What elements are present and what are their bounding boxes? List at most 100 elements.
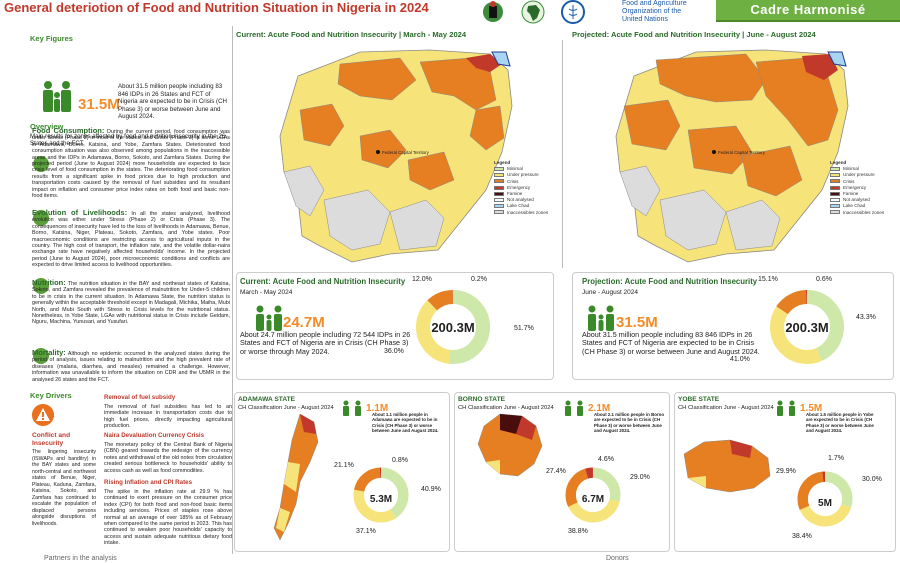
current-map-city-label: Federal Capital Territory	[382, 150, 430, 155]
food-consumption-icon	[33, 156, 49, 172]
yobe-donut-chart	[797, 471, 853, 527]
projected-map-title: Projected: Acute Food and Nutrition Inse…	[572, 30, 816, 39]
adamawa-value: 1.1M	[366, 403, 389, 414]
donut-slice	[797, 471, 853, 527]
current-panel-title: Current: Acute Food and Nutrition Insecu…	[240, 277, 406, 286]
page-title: General deteriotion of Food and Nutritio…	[4, 0, 429, 15]
donut-slice	[797, 471, 853, 527]
borno-total: 6.7M	[581, 494, 605, 505]
conflict-text: The lingering insecurity (ISWAPs and ban…	[32, 449, 96, 527]
driver-fuel-subsidy-title: Removal of fuel subsidy	[104, 394, 176, 401]
adamawa-text: About 1.1 million people in Adamawa are …	[372, 412, 439, 433]
legend-item: Crisis	[830, 179, 884, 185]
projection-text: About 31.5 million people including 83 8…	[582, 330, 760, 356]
current-pct-4: 36.0%	[384, 348, 404, 355]
cadre-harmonise-banner: Cadre Harmonisé	[716, 0, 900, 22]
map-divider	[562, 40, 563, 268]
overview-intro: Main results for zones affected by food …	[30, 133, 226, 148]
adamawa-pct-3: 40.9%	[421, 486, 441, 493]
borno-pct-4: 38.8%	[568, 528, 588, 535]
borno-value: 2.1M	[588, 403, 611, 414]
yobe-pct-2: 1.7%	[828, 455, 844, 462]
adamawa-total: 5.3M	[369, 494, 393, 505]
fao-logo-icon	[561, 0, 585, 24]
borno-text: About 2.1 million people in Borno are ex…	[594, 412, 665, 433]
projection-value: 31.5M	[616, 314, 658, 331]
legend-item: Under pressure	[830, 172, 884, 178]
legend-item: Emergency	[494, 185, 548, 191]
yobe-pct-3: 30.0%	[862, 476, 882, 483]
driver-fuel-subsidy: Removal of fuel subsidy The removal of f…	[104, 394, 232, 430]
nutrition-lead: Nutrition:	[32, 278, 66, 287]
column-divider	[232, 26, 233, 554]
food-consumption-text: During the current period, food consumpt…	[32, 129, 230, 200]
legend-item: Not analysed	[830, 197, 884, 203]
driver-naira-text: The monetary policy of the Central Bank …	[104, 442, 232, 474]
driver-naira-devaluation: Naira Devaluation Currency Crisis The mo…	[104, 432, 232, 474]
footer-donors: Donors	[606, 555, 629, 562]
yobe-total: 5M	[818, 498, 832, 509]
projected-map-city-label: Federal Capital Territory	[718, 150, 766, 155]
key-figure-value: 31.5M	[78, 96, 120, 113]
mortality-icon	[33, 348, 49, 364]
current-text: About 24.7 million people including 72 5…	[240, 330, 411, 356]
adamawa-pct-4: 37.1%	[356, 528, 376, 535]
driver-inflation-text: The spike in the inflation rate at 29.9 …	[104, 489, 232, 547]
yobe-people-icon	[777, 400, 795, 416]
current-donut-chart	[416, 290, 490, 364]
projection-total: 200.3M	[785, 320, 829, 335]
nutrition-text: The nutrition situation in the BAY and n…	[32, 281, 231, 326]
current-pct-2: 0.2%	[471, 276, 487, 283]
legend-item: Inaccessibles zones	[830, 210, 884, 216]
projection-people-icon	[588, 305, 614, 331]
current-pct-1: 12.0%	[412, 276, 432, 283]
legend-item: Under pressure	[494, 172, 548, 178]
food-consumption-lead: Food Consumption:	[32, 126, 105, 135]
adamawa-title: ADAMAWA STATE	[238, 396, 296, 403]
borno-panel	[454, 392, 670, 552]
nutrition-paragraph: Nutrition: The nutrition situation in th…	[32, 278, 231, 326]
legend-item: Minimal	[830, 166, 884, 172]
donut-slice	[797, 471, 853, 527]
legend-item: Famine	[494, 191, 548, 197]
adamawa-pct-2: 0.8%	[392, 457, 408, 464]
adamawa-people-icon	[343, 400, 361, 416]
driver-fuel-subsidy-text: The removal of fuel subsidies has led to…	[104, 404, 232, 430]
donut-slice	[565, 467, 621, 523]
adamawa-donut-chart	[353, 467, 409, 523]
projection-pct-4: 41.0%	[730, 356, 750, 363]
donut-slice	[353, 467, 409, 523]
left-column: Key Figures 31.5M About 31.5 million peo…	[0, 28, 232, 563]
current-map: Federal Capital Territory	[279, 49, 513, 263]
mortality-text: Although no epidemic occurred in the ana…	[32, 351, 231, 383]
current-map-legend: Legend Minimal Under pressure Crisis Emergen…	[494, 160, 548, 216]
projected-map-legend: Legend Minimal Under pressure Crisis Emergen…	[830, 160, 884, 216]
driver-inflation: Rising Inflation and CPI Rates The spike…	[104, 479, 232, 547]
mortality-lead: Mortality:	[32, 348, 66, 357]
nutrition-icon	[33, 278, 49, 294]
livelihoods-text: In all the states analyzed, livelihood e…	[32, 211, 230, 269]
projected-map: Federal Capital Territory	[615, 49, 849, 263]
driver-naira-title: Naira Devaluation Currency Crisis	[104, 432, 205, 439]
legend-item: Crisis	[494, 179, 548, 185]
nigeria-coat-of-arms-icon	[483, 1, 503, 22]
current-people-icon	[256, 305, 282, 331]
borno-map	[477, 413, 543, 477]
adamawa-pct-1: 21.1%	[334, 462, 354, 469]
legend-item: Lake Chad	[494, 203, 548, 209]
legend-item: Inaccessibles zones	[494, 210, 548, 216]
projection-panel-title: Projection: Acute Food and Nutrition Ins…	[582, 277, 758, 286]
fao-name: Food and Agriculture Organization of the…	[622, 0, 687, 23]
current-panel	[236, 272, 554, 380]
current-total: 200.3M	[431, 320, 475, 335]
borno-pct-3: 29.0%	[630, 474, 650, 481]
projection-panel-period: June - August 2024	[582, 289, 639, 296]
logos	[478, 0, 588, 24]
yobe-pct-1: 29.9%	[776, 468, 796, 475]
africa-map-logo-icon	[521, 0, 545, 24]
donut-slice	[770, 290, 844, 364]
yobe-title: YOBE STATE	[678, 396, 720, 403]
projection-pct-3: 43.3%	[856, 314, 876, 321]
projection-pct-2: 0.6%	[816, 276, 832, 283]
yobe-value: 1.5M	[800, 403, 823, 414]
